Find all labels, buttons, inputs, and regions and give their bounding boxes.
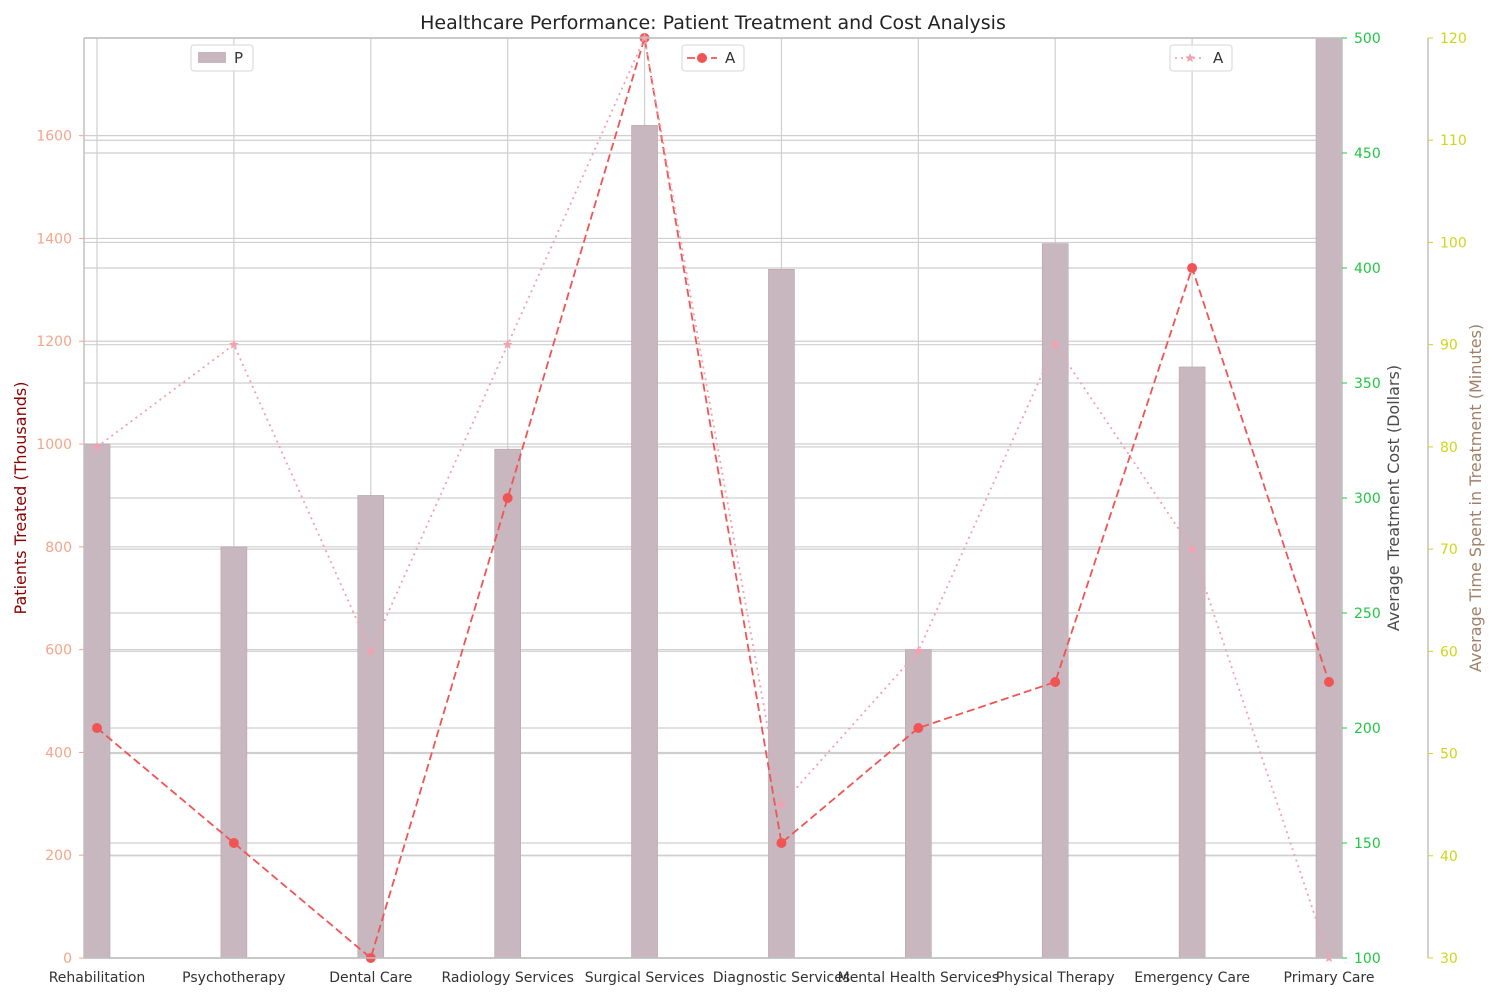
data-point: [1187, 544, 1197, 554]
y-left-tick-label: 1200: [36, 334, 72, 350]
data-point: [228, 838, 239, 848]
data-point: [913, 723, 924, 733]
data-point: [502, 339, 513, 349]
legend-0: P: [190, 44, 254, 72]
bar: [1178, 366, 1206, 959]
y-left-tick-label: 1600: [36, 129, 72, 145]
y-right2-tick-label: 80: [1440, 440, 1458, 456]
data-point: [366, 646, 376, 656]
data-point: [92, 441, 102, 451]
bar: [768, 268, 795, 959]
y-left-tick-label: 0: [63, 951, 72, 967]
axes: 0 200 400 600 800 1000 1200 1400 1600 100 150 200 25…: [36, 31, 1466, 986]
line-series: [92, 33, 1334, 963]
y-axis-right-label: Average Treatment Cost (Dollars): [1384, 365, 1403, 631]
legend-label: P: [234, 49, 243, 67]
data-point: [1324, 677, 1334, 687]
data-point: [502, 493, 513, 503]
y-right-tick-label: 450: [1354, 146, 1381, 162]
y-left-tick-label: 800: [45, 540, 72, 556]
y-right-tick-label: 400: [1354, 261, 1381, 277]
y-right2-tick-label: 120: [1440, 31, 1467, 47]
bar: [1315, 37, 1343, 959]
legend-1: A: [681, 44, 745, 72]
x-tick-label: Mental Health Services: [838, 970, 999, 986]
bar: [83, 443, 111, 959]
y-left-tick-label: 600: [45, 643, 72, 659]
y-right2-tick-label: 110: [1440, 133, 1467, 149]
y-right-tick-label: 200: [1354, 721, 1381, 737]
data-point: [913, 646, 924, 656]
series-line-1: [96, 37, 1330, 960]
chart-title: Healthcare Performance: Patient Treatmen…: [420, 12, 1006, 34]
bar-series: [83, 37, 1343, 959]
bar: [357, 495, 385, 959]
y-left-tick-label: 1400: [36, 231, 72, 247]
x-tick-label: Dental Care: [329, 970, 412, 986]
y-left-tick-label: 200: [45, 848, 72, 864]
x-tick-label: Radiology Services: [441, 970, 573, 986]
x-tick-label: Emergency Care: [1134, 970, 1250, 986]
y-axis-right2-label: Average Time Spent in Treatment (Minutes…: [1466, 324, 1485, 672]
legend-marker: [1185, 53, 1195, 62]
y-right-tick-label: 300: [1354, 491, 1381, 507]
y-right-tick-label: 150: [1354, 836, 1381, 852]
grid: [84, 37, 1342, 959]
legend-label: A: [1213, 49, 1224, 67]
data-point: [776, 838, 787, 848]
data-point: [1050, 677, 1061, 687]
y-right-tick-label: 250: [1354, 606, 1381, 622]
bar: [494, 448, 521, 959]
x-tick-label: Physical Therapy: [996, 970, 1115, 986]
legend-2: A: [1169, 44, 1233, 72]
legend-swatch: [198, 52, 226, 63]
data-point: [776, 799, 787, 809]
data-point: [1050, 339, 1060, 349]
data-point: [1187, 263, 1198, 273]
bar: [1041, 243, 1069, 959]
x-tick-label: Surgical Services: [585, 970, 705, 986]
data-point: [229, 339, 239, 349]
x-tick-label: Rehabilitation: [49, 970, 146, 986]
y-right-tick-label: 500: [1354, 31, 1381, 47]
x-tick-label: Psychotherapy: [182, 970, 285, 986]
series-line-2: [96, 34, 1330, 959]
y-right2-tick-label: 30: [1440, 951, 1458, 967]
y-right2-tick-label: 100: [1440, 235, 1467, 251]
y-right2-tick-label: 70: [1440, 542, 1458, 558]
y-right-tick-label: 100: [1354, 951, 1381, 967]
y-left-tick-label: 400: [45, 745, 72, 761]
bar: [220, 546, 248, 959]
legend-label: A: [725, 49, 736, 67]
legend-marker: [697, 53, 707, 63]
x-tick-label: Primary Care: [1284, 970, 1375, 986]
bar: [631, 125, 658, 959]
y-right-tick-label: 350: [1354, 376, 1381, 392]
x-tick-label: Diagnostic Services: [713, 970, 850, 986]
y-left-tick-label: 1000: [36, 437, 72, 453]
y-right2-tick-label: 50: [1440, 747, 1458, 763]
y-axis-left-label: Patients Treated (Thousands): [11, 382, 30, 615]
data-point: [92, 723, 102, 733]
y-right2-tick-label: 90: [1440, 338, 1458, 354]
bar: [905, 649, 932, 959]
y-right2-tick-label: 40: [1440, 849, 1458, 865]
y-right2-tick-label: 60: [1440, 644, 1458, 660]
